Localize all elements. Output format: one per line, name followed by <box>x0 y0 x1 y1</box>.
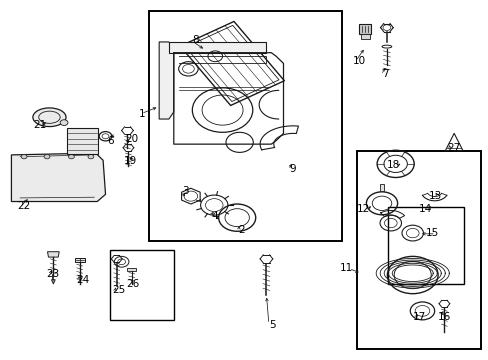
Circle shape <box>88 154 94 159</box>
Text: 20: 20 <box>124 134 138 144</box>
Text: 25: 25 <box>112 285 125 296</box>
Polygon shape <box>358 24 370 34</box>
Polygon shape <box>66 128 98 154</box>
Text: 18: 18 <box>386 160 400 170</box>
Text: 8: 8 <box>192 35 199 45</box>
Text: 16: 16 <box>437 312 450 322</box>
Circle shape <box>68 154 74 159</box>
Text: 21: 21 <box>33 121 46 130</box>
Text: 13: 13 <box>428 191 441 201</box>
Polygon shape <box>51 280 55 284</box>
Text: 12: 12 <box>356 204 369 215</box>
Polygon shape <box>127 268 136 271</box>
Text: 27: 27 <box>447 143 460 153</box>
Polygon shape <box>11 153 105 202</box>
Text: 7: 7 <box>381 69 387 79</box>
Polygon shape <box>159 42 173 119</box>
Text: 9: 9 <box>288 164 295 174</box>
Circle shape <box>44 154 50 159</box>
Bar <box>110 250 173 320</box>
Text: 15: 15 <box>426 228 439 238</box>
Text: 6: 6 <box>107 136 114 145</box>
Circle shape <box>60 120 68 126</box>
Text: 22: 22 <box>18 201 31 211</box>
Text: 14: 14 <box>418 204 431 215</box>
Polygon shape <box>168 42 266 53</box>
Text: 24: 24 <box>76 275 89 285</box>
Text: 3: 3 <box>182 186 188 196</box>
Bar <box>356 151 480 348</box>
Text: 17: 17 <box>411 312 425 322</box>
Text: 1: 1 <box>138 109 145 119</box>
Ellipse shape <box>33 108 66 127</box>
Polygon shape <box>360 34 369 40</box>
Text: 26: 26 <box>126 279 140 289</box>
Text: 11: 11 <box>339 263 352 273</box>
Polygon shape <box>47 252 59 257</box>
Circle shape <box>21 154 27 159</box>
Polygon shape <box>379 184 384 191</box>
Polygon shape <box>75 258 84 262</box>
Text: 4: 4 <box>211 211 218 221</box>
Text: 23: 23 <box>47 269 60 279</box>
Text: 19: 19 <box>124 156 137 166</box>
Text: 10: 10 <box>352 56 365 66</box>
Text: 5: 5 <box>269 320 276 330</box>
Text: 2: 2 <box>238 225 245 235</box>
Bar <box>149 12 341 241</box>
Bar <box>387 207 463 284</box>
